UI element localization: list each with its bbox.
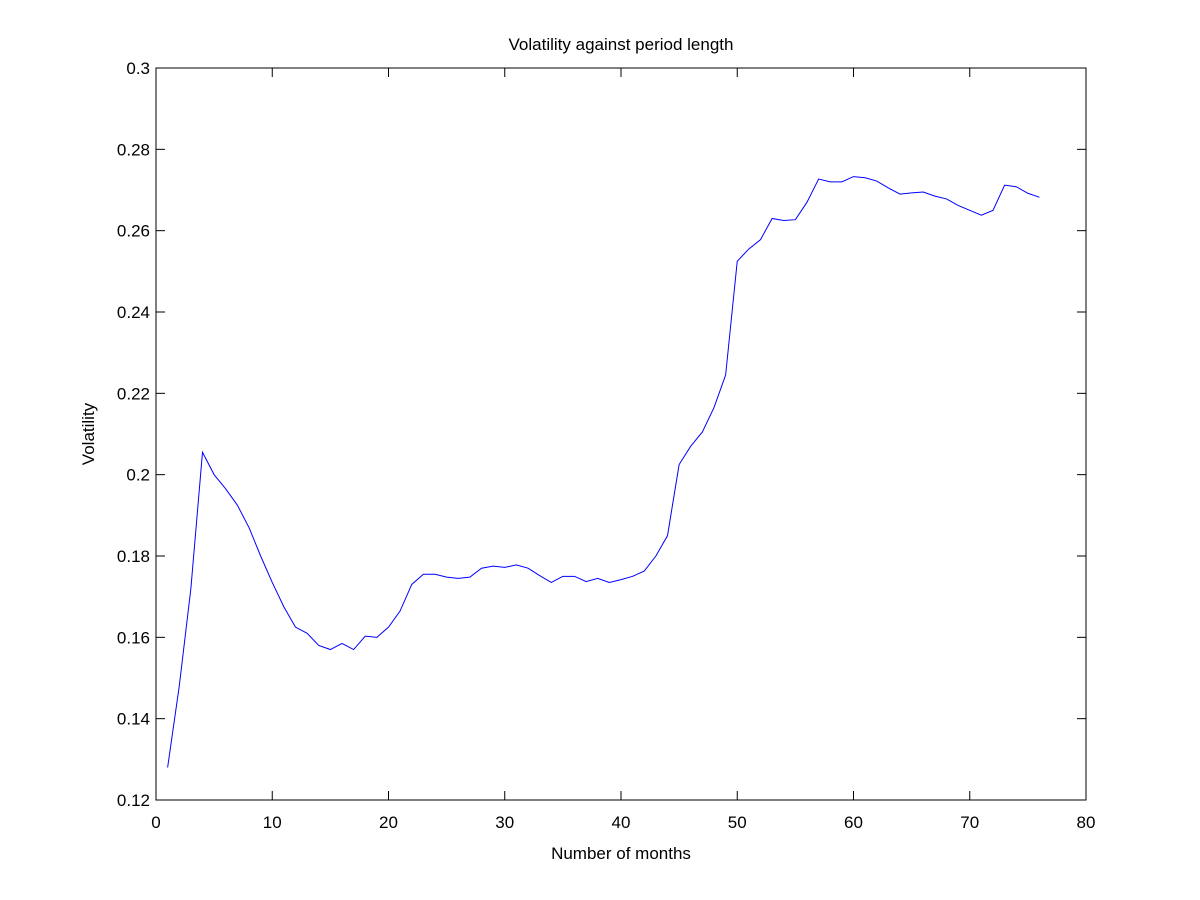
- y-tick-label: 0.2: [126, 466, 150, 485]
- y-tick-label: 0.22: [117, 384, 150, 403]
- x-tick-label: 50: [728, 813, 747, 832]
- y-tick-label: 0.3: [126, 59, 150, 78]
- x-tick-label: 0: [151, 813, 160, 832]
- x-tick-label: 20: [379, 813, 398, 832]
- x-tick-label: 40: [612, 813, 631, 832]
- y-tick-label: 0.18: [117, 547, 150, 566]
- x-tick-label: 10: [263, 813, 282, 832]
- data-line: [167, 176, 1040, 768]
- y-axis-label: Volatility: [79, 402, 98, 465]
- y-tick-label: 0.16: [117, 628, 150, 647]
- plot-frame: [155, 67, 1087, 801]
- x-tick-label: 30: [495, 813, 514, 832]
- y-tick-label: 0.26: [117, 222, 150, 241]
- x-tick-label: 70: [960, 813, 979, 832]
- y-tick-label: 0.24: [117, 303, 150, 322]
- y-tick-label: 0.12: [117, 791, 150, 810]
- x-tick-label: 80: [1077, 813, 1096, 832]
- x-tick-label: 60: [844, 813, 863, 832]
- chart-title: Volatility against period length: [509, 35, 734, 54]
- y-tick-label: 0.14: [117, 710, 150, 729]
- x-axis-label: Number of months: [551, 844, 691, 863]
- y-tick-label: 0.28: [117, 140, 150, 159]
